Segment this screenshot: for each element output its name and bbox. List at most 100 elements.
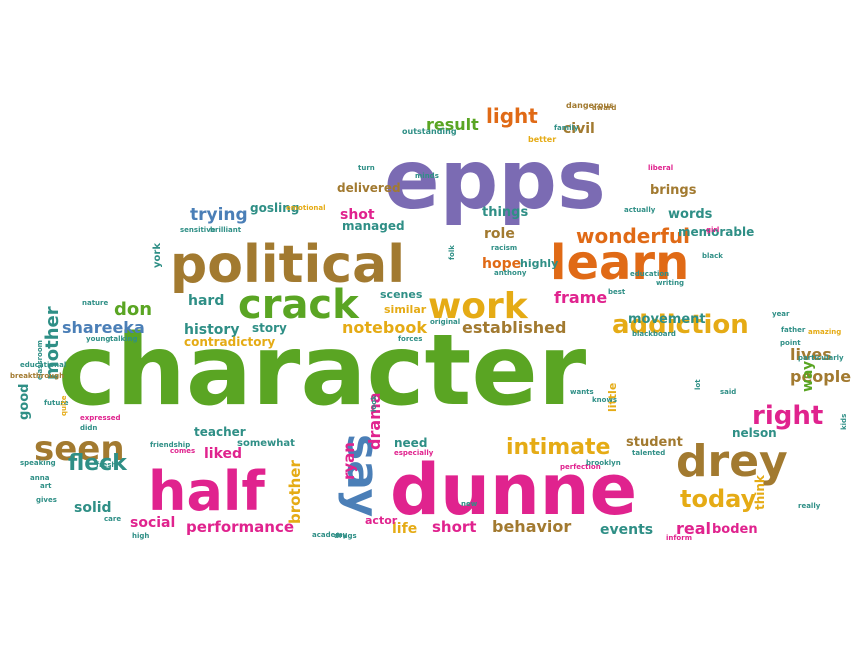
word-brings: brings xyxy=(650,183,697,198)
word-new: new xyxy=(461,500,478,508)
word-black: black xyxy=(702,252,723,260)
word-say: say xyxy=(337,434,388,517)
word-education: education xyxy=(630,270,669,278)
word-work: work xyxy=(428,286,529,327)
word-epps: epps xyxy=(384,133,606,228)
word-especially: especially xyxy=(394,449,434,457)
word-teacher: teacher xyxy=(194,425,246,439)
word-expressed: expressed xyxy=(80,414,121,422)
word-little: little xyxy=(606,383,619,412)
word-liberal: liberal xyxy=(648,164,673,172)
word-role: role xyxy=(484,226,515,242)
word-behavior: behavior xyxy=(492,517,571,536)
word-classroom: classroom xyxy=(36,340,44,380)
word-dangerous: dangerous xyxy=(566,101,614,110)
word-inform: inform xyxy=(666,534,692,542)
word-knows: knows xyxy=(592,396,617,404)
word-anna: anna xyxy=(30,474,50,482)
word-today: today xyxy=(680,485,757,513)
word-need: need xyxy=(394,436,427,450)
word-story: story xyxy=(252,321,287,335)
word-events: events xyxy=(600,522,653,538)
word-student: student xyxy=(626,435,683,450)
word-art: art xyxy=(40,482,52,490)
word-sensitive: sensitive xyxy=(180,226,216,234)
word-care: care xyxy=(104,515,121,523)
word-brilliant: brilliant xyxy=(210,226,242,234)
word-lives: lives xyxy=(790,345,832,364)
word-somewhat: somewhat xyxy=(237,438,295,449)
word-breakthrough: breakthrough xyxy=(10,372,64,380)
word-young: young xyxy=(86,335,110,343)
word-really: really xyxy=(798,502,821,510)
word-educational: educational xyxy=(20,361,66,369)
word-delivered: delivered xyxy=(337,181,401,195)
word-things: things xyxy=(482,205,528,220)
word-shareeka: shareeka xyxy=(62,318,145,337)
word-amazing: amazing xyxy=(808,328,841,336)
word-addiction: addiction xyxy=(612,310,749,340)
word-fleck: fleck xyxy=(68,451,128,476)
word-shot: shot xyxy=(340,207,375,223)
word-york: york xyxy=(152,243,163,268)
word-character: character xyxy=(58,314,587,428)
word-father: father xyxy=(781,326,806,334)
word-blackboard: blackboard xyxy=(632,330,676,338)
word-scenes: scenes xyxy=(380,288,423,301)
word-drey: drey xyxy=(676,436,788,487)
word-liked: liked xyxy=(204,446,242,462)
word-nature: nature xyxy=(82,299,108,307)
word-original: original xyxy=(430,318,460,326)
word-contradictory: contradictory xyxy=(184,335,275,349)
word-brother: brother xyxy=(286,460,304,524)
word-minds: minds xyxy=(415,172,439,180)
word-memorable: memorable xyxy=(678,225,754,239)
word-wonderful: wonderful xyxy=(576,224,690,248)
word-political: political xyxy=(170,235,405,295)
word-think: think xyxy=(753,474,767,510)
word-crack: crack xyxy=(238,282,360,328)
word-look: look xyxy=(370,395,378,412)
word-writing: writing xyxy=(656,279,684,287)
word-gosling: gosling xyxy=(250,201,299,215)
word-talking: talking xyxy=(110,335,138,343)
word-seen: seen xyxy=(34,429,125,469)
word-drugs: drugs xyxy=(334,532,357,540)
word-right: right xyxy=(752,401,823,431)
word-year: year xyxy=(772,310,790,318)
word-notebook: notebook xyxy=(342,318,427,337)
word-social: social xyxy=(130,515,175,531)
word-don: don xyxy=(114,299,152,320)
word-hope: hope xyxy=(482,256,521,272)
word-mother: mother xyxy=(42,306,63,380)
word-comes: comes xyxy=(170,447,195,455)
word-best: best xyxy=(608,288,626,296)
word-quite: quite xyxy=(60,395,68,416)
word-words: words xyxy=(668,207,713,222)
word-established: established xyxy=(462,318,566,337)
word-outstanding: outstanding xyxy=(402,127,457,136)
word-turn: turn xyxy=(358,164,375,172)
word-forces: forces xyxy=(398,335,422,343)
word-nelson: nelson xyxy=(732,426,777,440)
word-result: result xyxy=(426,115,479,134)
word-kids: kids xyxy=(840,414,848,430)
word-similar: similar xyxy=(384,303,427,316)
word-fresh: fresh xyxy=(96,461,116,469)
word-friendship: friendship xyxy=(150,441,190,449)
word-girl: girl xyxy=(706,226,719,234)
word-speaking: speaking xyxy=(20,459,56,467)
word-family: family xyxy=(554,124,579,132)
word-emotional: emotional xyxy=(286,204,326,212)
word-actor: actor xyxy=(365,514,398,527)
word-short: short xyxy=(432,518,476,536)
word-trying: trying xyxy=(190,205,248,225)
word-said: said xyxy=(720,388,736,396)
word-better: better xyxy=(528,135,556,144)
word-managed: managed xyxy=(342,219,405,233)
word-movement: movement xyxy=(628,312,706,327)
word-racism: racism xyxy=(491,244,517,252)
